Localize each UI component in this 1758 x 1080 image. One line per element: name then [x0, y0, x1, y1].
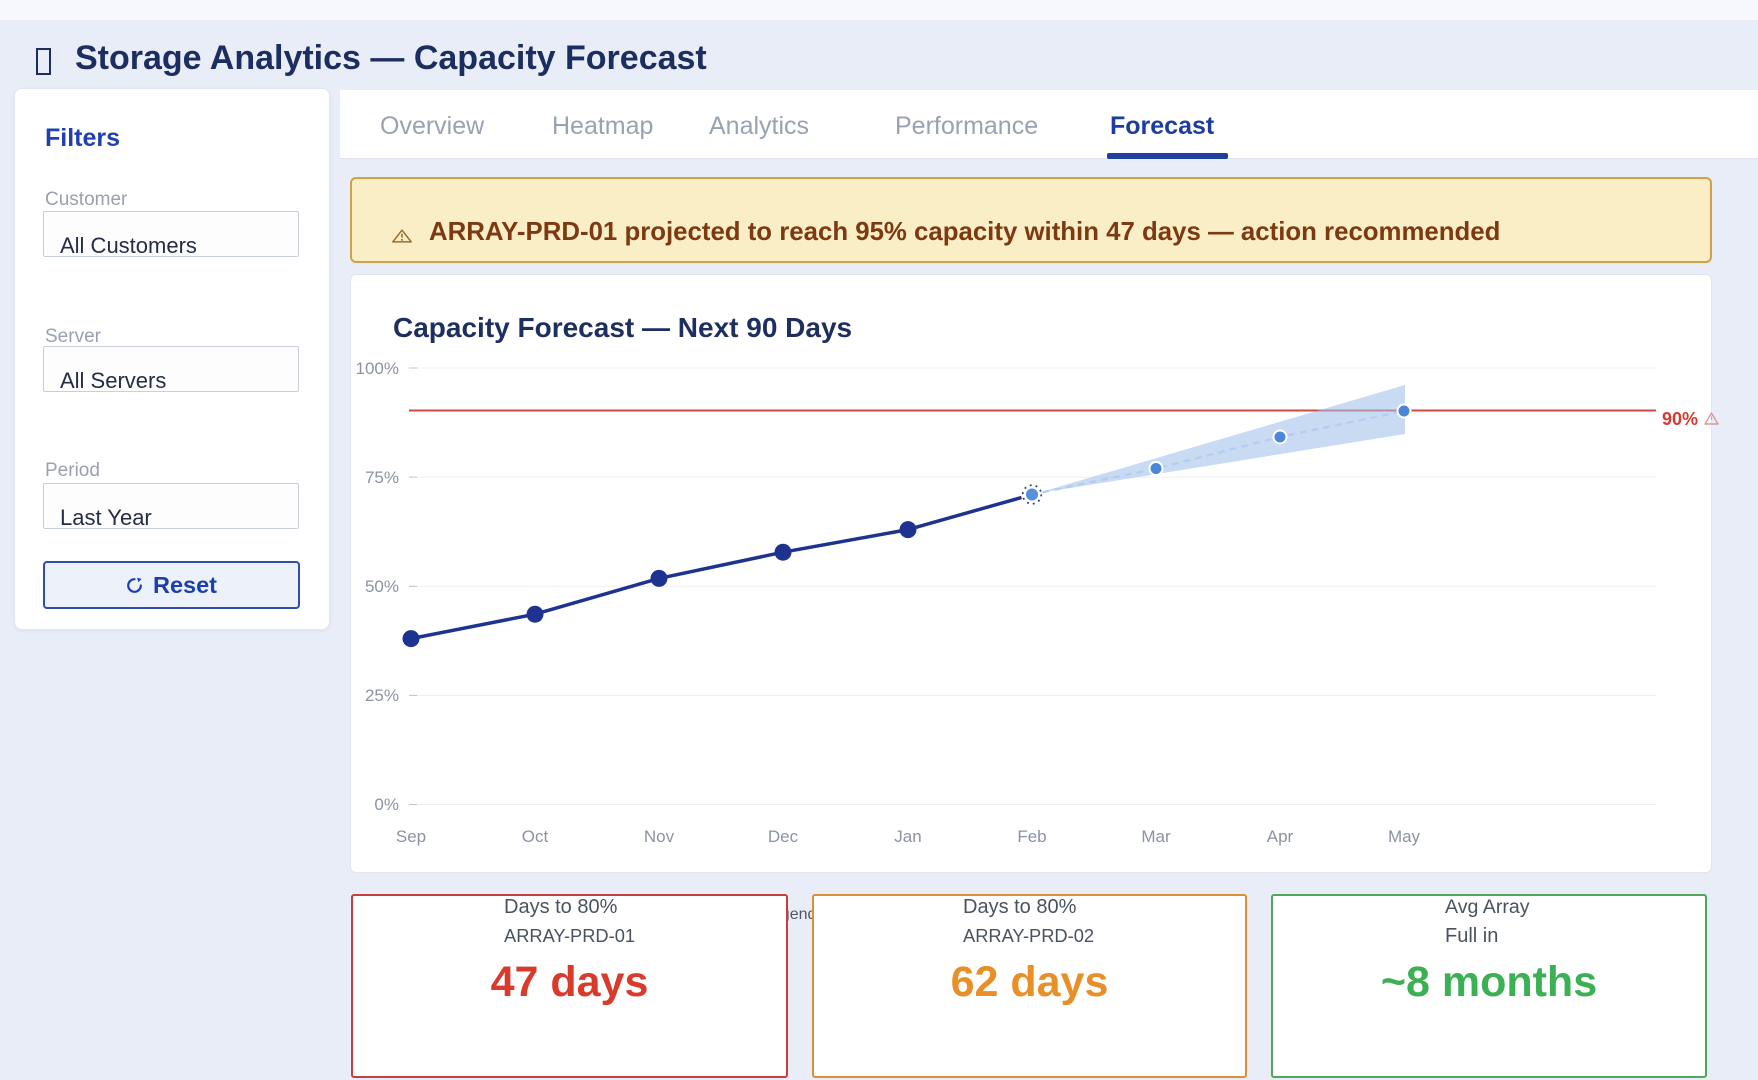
svg-text:Dec: Dec: [768, 827, 799, 846]
svg-text:90%: 90%: [1662, 409, 1698, 429]
svg-text:Jan: Jan: [894, 827, 921, 846]
svg-text:50%: 50%: [365, 577, 399, 596]
svg-text:Capacity Forecast — Next 90 Da: Capacity Forecast — Next 90 Days: [393, 312, 852, 343]
svg-text:Oct: Oct: [522, 827, 549, 846]
svg-text:100%: 100%: [356, 359, 399, 378]
svg-text:75%: 75%: [365, 468, 399, 487]
svg-text:0%: 0%: [374, 795, 399, 814]
svg-text:May: May: [1388, 827, 1421, 846]
svg-text:Apr: Apr: [1267, 827, 1294, 846]
svg-text:Feb: Feb: [1017, 827, 1046, 846]
svg-text:25%: 25%: [365, 686, 399, 705]
svg-text:Sep: Sep: [396, 827, 426, 846]
svg-text:Mar: Mar: [1141, 827, 1171, 846]
svg-text:Nov: Nov: [644, 827, 675, 846]
